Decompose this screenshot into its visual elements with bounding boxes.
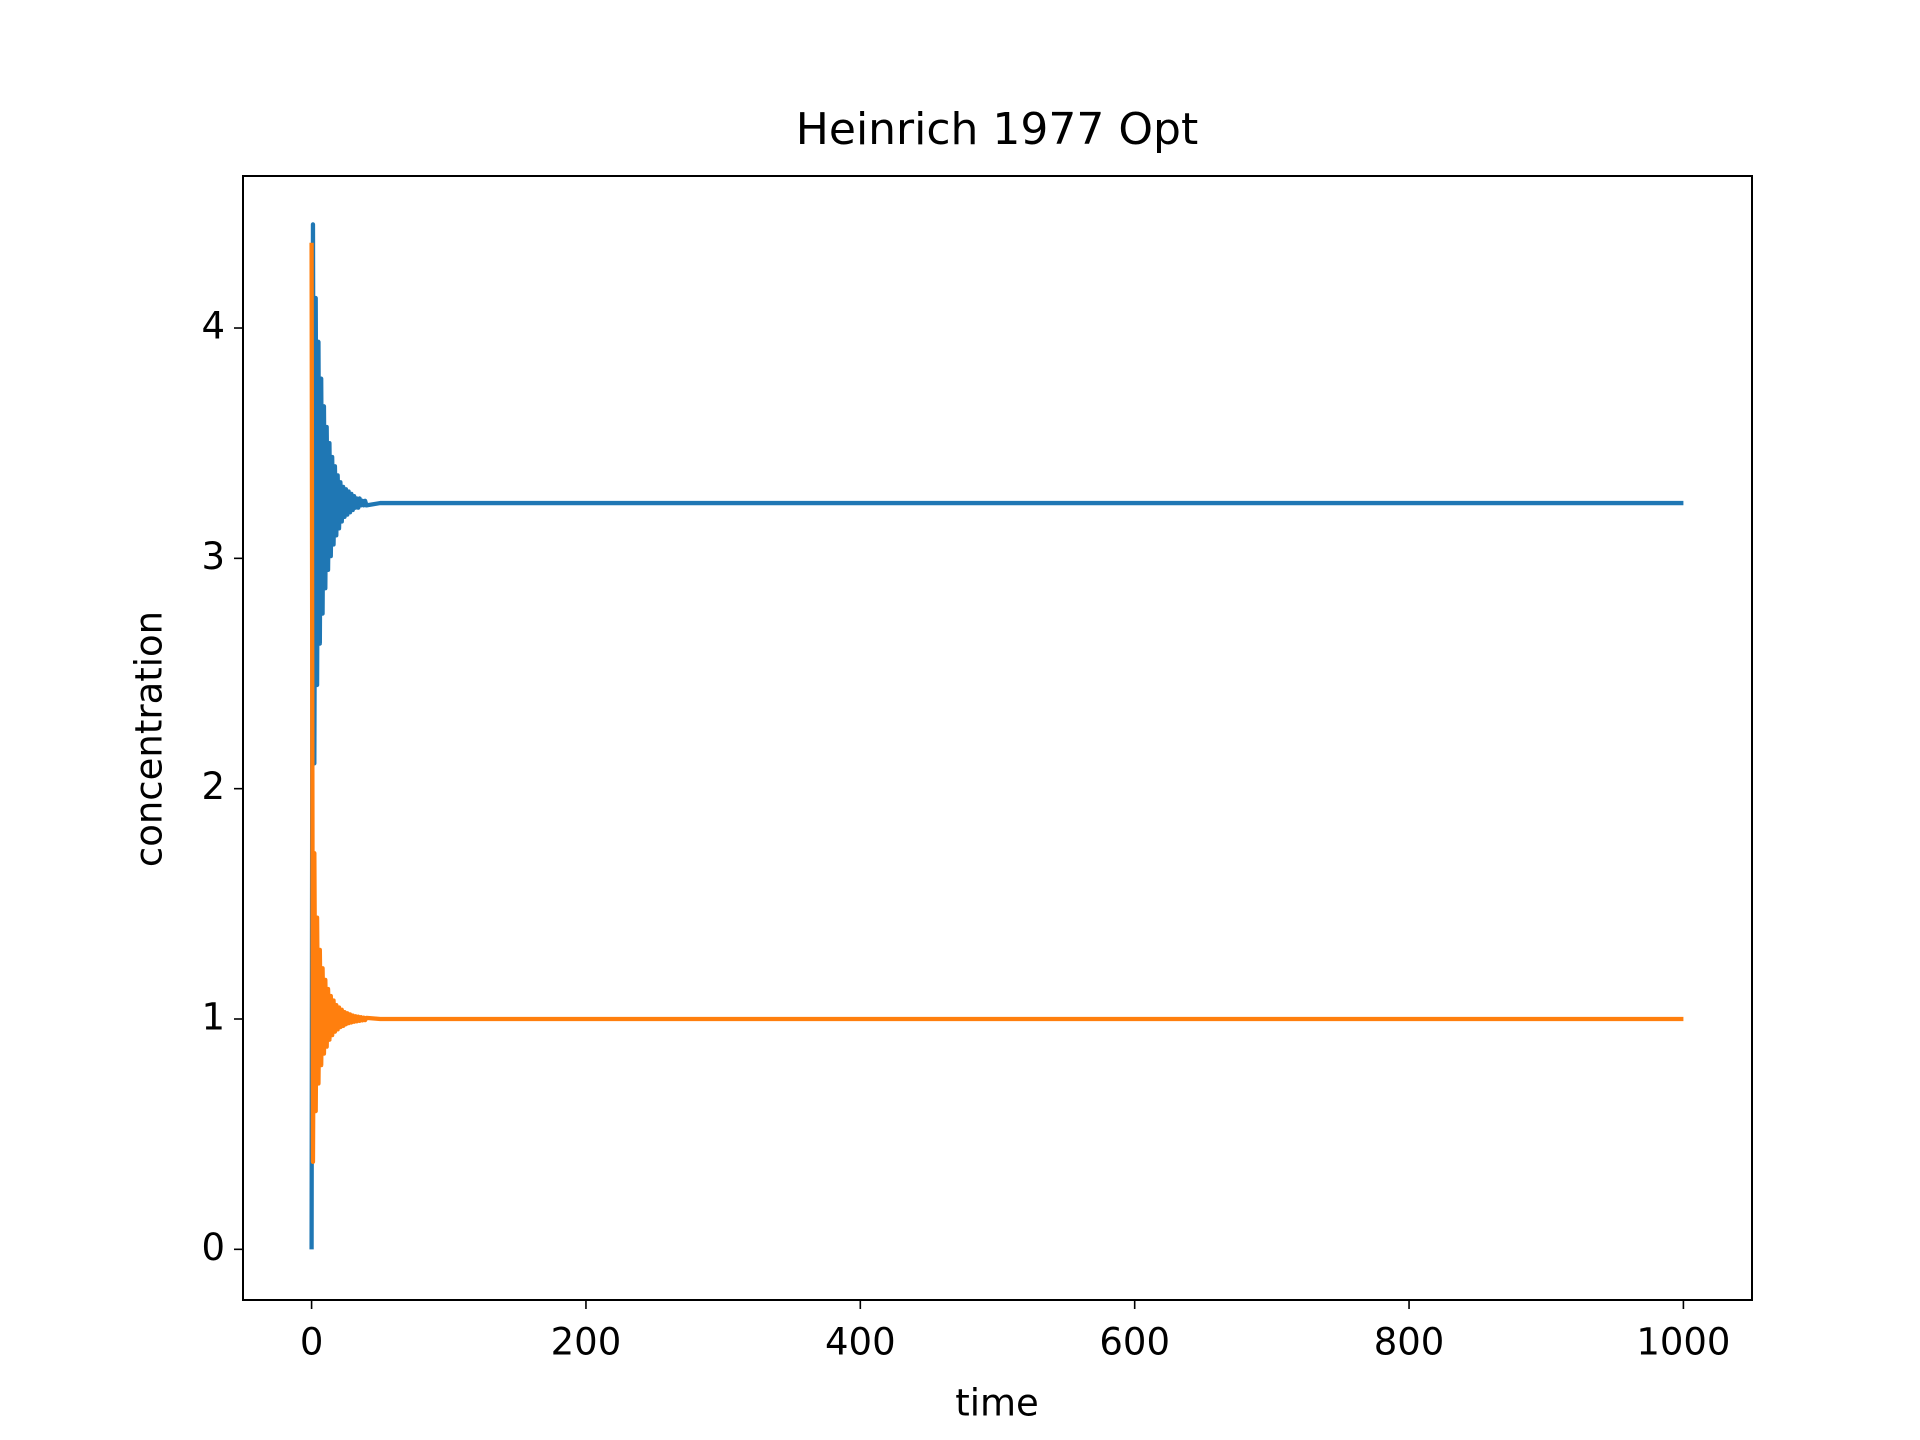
y-tick-label: 1 <box>201 996 225 1039</box>
x-tick-label: 1000 <box>1636 1321 1730 1364</box>
x-tick-label: 0 <box>300 1321 324 1364</box>
y-tick-label: 3 <box>201 535 225 578</box>
y-tick-label: 2 <box>201 765 225 808</box>
x-axis-label: time <box>955 1382 1039 1425</box>
y-axis-label: concentration <box>128 611 171 867</box>
y-tick-label: 0 <box>201 1226 225 1269</box>
plot-frame <box>242 175 1753 1301</box>
x-tick-label: 600 <box>1099 1321 1170 1364</box>
y-tick-label: 4 <box>201 305 225 348</box>
series-line <box>309 242 1684 1164</box>
x-tick-label: 400 <box>825 1321 896 1364</box>
chart-title: Heinrich 1977 Opt <box>796 104 1198 155</box>
x-tick-label: 800 <box>1374 1321 1445 1364</box>
x-tick-label: 200 <box>551 1321 622 1364</box>
series-line <box>309 222 1684 1250</box>
